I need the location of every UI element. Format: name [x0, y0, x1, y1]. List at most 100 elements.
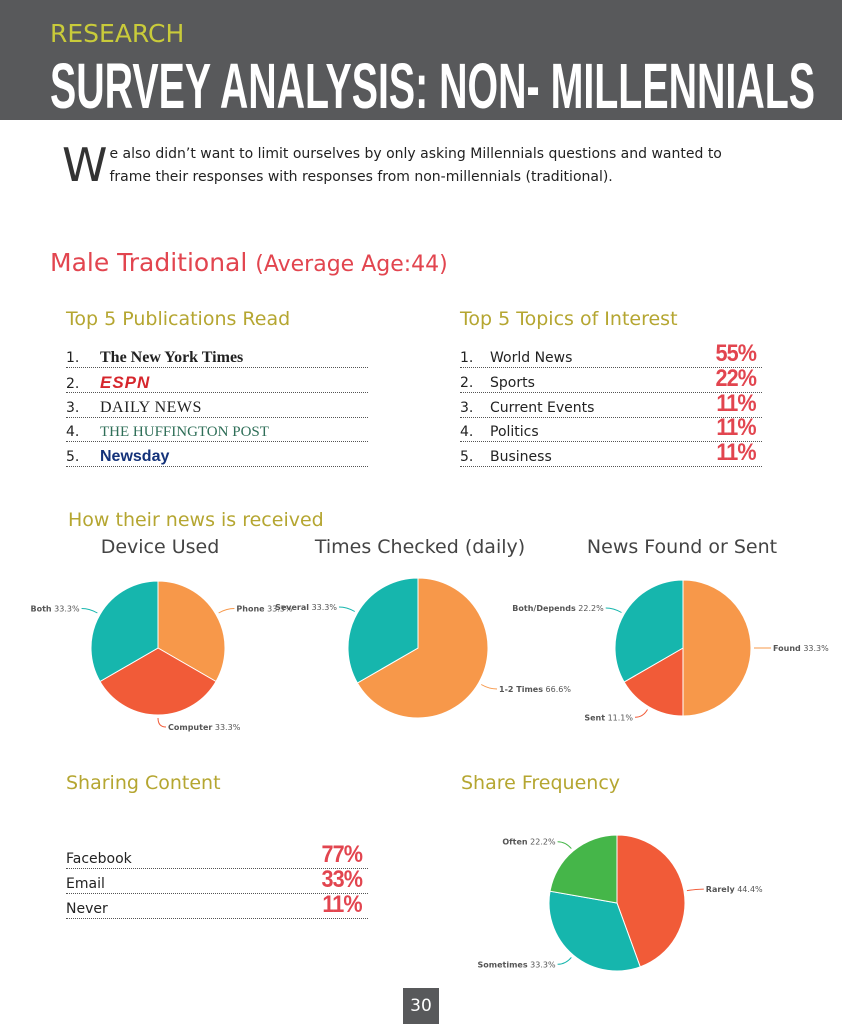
- sharing-row: Facebook 77%: [66, 841, 368, 869]
- slice-category: Found: [773, 644, 801, 653]
- sharing-name: Email: [66, 875, 105, 892]
- section-subtitle: (Average Age:44): [255, 252, 448, 277]
- leader-line: [81, 608, 98, 614]
- slice-value: 11.1%: [608, 713, 634, 722]
- slice-category: Both/Depends: [512, 604, 576, 613]
- sharing-percent: 11%: [322, 890, 363, 918]
- slice-value: 33.3%: [54, 605, 80, 614]
- news-title: How their news is received: [68, 509, 324, 531]
- chart-title: Times Checked (daily): [314, 536, 526, 558]
- slice-value: 44.4%: [737, 885, 763, 894]
- sharing-name: Facebook: [66, 851, 132, 867]
- slice-label: Several 33.3%: [275, 603, 337, 612]
- slice-value: 33.3%: [530, 960, 556, 969]
- publication-row: 2. ESPN: [66, 368, 368, 393]
- pie-slice: [549, 834, 618, 904]
- leader-line: [157, 717, 167, 728]
- publication-row: 4. THE HUFFINGTON POST: [66, 417, 368, 443]
- page-number: 30: [403, 988, 439, 1024]
- topic-row: 4. Politics 11%: [460, 414, 762, 443]
- sharing-row: Never 11%: [66, 891, 368, 919]
- row-number: 3.: [66, 399, 80, 416]
- row-number: 5.: [460, 449, 474, 466]
- topic-percent: 55%: [715, 340, 756, 367]
- slice-value: 33.3%: [312, 603, 338, 612]
- leader-line: [686, 888, 704, 892]
- slice-label: Both/Depends 22.2%: [512, 604, 604, 613]
- leader-line: [218, 608, 235, 614]
- leader-line: [557, 841, 572, 849]
- slice-label: Computer 33.3%: [168, 723, 241, 732]
- leader-line: [480, 684, 498, 690]
- slice-label: Both 33.3%: [30, 605, 79, 614]
- slice-category: Sent: [584, 713, 605, 722]
- topic-name: World News: [490, 350, 573, 366]
- publication-logo: THE HUFFINGTON POST: [100, 424, 269, 441]
- pie-slice: [157, 580, 226, 683]
- slice-category: Often: [502, 838, 528, 847]
- pie-slice: [90, 580, 159, 683]
- slice-label: Rarely 44.4%: [706, 885, 763, 894]
- share-frequency-title: Share Frequency: [461, 772, 621, 794]
- pie-slice: [616, 834, 686, 968]
- publication-row: 1. The New York Times: [66, 343, 368, 368]
- slice-label: Sometimes 33.3%: [477, 960, 555, 969]
- sharing-percent: 33%: [321, 865, 362, 893]
- leader-line: [634, 709, 648, 718]
- publication-row: 5. Newsday: [66, 442, 368, 468]
- row-number: 4.: [66, 424, 80, 441]
- sharing-row: Email 33%: [66, 866, 368, 894]
- section-title: Male Traditional: [50, 248, 248, 277]
- slice-label: Found 33.3%: [773, 644, 829, 653]
- sharing-title: Sharing Content: [66, 772, 221, 794]
- slice-category: 1-2 Times: [499, 685, 543, 694]
- slice-category: Phone: [236, 605, 265, 614]
- pie-slice: [347, 577, 419, 684]
- leader-line: [605, 607, 622, 613]
- slice-label: Phone 33.3%: [236, 605, 293, 614]
- pie-slice: [356, 577, 489, 719]
- slice-value: 66.6%: [546, 685, 572, 694]
- row-number: 2.: [66, 375, 80, 392]
- topic-name: Current Events: [490, 399, 595, 416]
- topic-row: 1. World News 55%: [460, 340, 762, 368]
- slice-value: 22.2%: [578, 604, 604, 613]
- sharing-name: Never: [66, 900, 108, 917]
- kicker: RESEARCH: [50, 19, 184, 48]
- row-number: 4.: [460, 424, 474, 441]
- leader-line: [557, 957, 572, 965]
- topic-name: Politics: [490, 424, 539, 441]
- topic-percent: 22%: [715, 364, 756, 392]
- topic-percent: 11%: [716, 414, 757, 442]
- slice-category: Both: [30, 605, 51, 614]
- slice-category: Sometimes: [477, 960, 527, 969]
- topic-name: Business: [490, 449, 552, 466]
- publication-logo: The New York Times: [100, 349, 244, 366]
- publication-logo: DAILY NEWS: [100, 398, 202, 416]
- pie-slice: [614, 579, 684, 683]
- row-number: 1.: [66, 350, 80, 366]
- publication-logo: ESPN: [100, 372, 151, 392]
- slice-category: Rarely: [706, 885, 736, 894]
- slice-value: 33.3%: [267, 605, 293, 614]
- topic-name: Sports: [490, 374, 535, 391]
- slice-category: Computer: [168, 723, 212, 732]
- leader-line: [338, 606, 356, 612]
- header: RESEARCH SURVEY ANALYSIS: NON- MILLENNIA…: [0, 0, 842, 120]
- header-band: [0, 0, 842, 120]
- topic-percent: 11%: [716, 439, 757, 467]
- publications-title: Top 5 Publications Read: [66, 308, 291, 330]
- publication-logo: Newsday: [100, 448, 170, 466]
- chart-title: News Found or Sent: [586, 536, 778, 558]
- pie-slice: [623, 647, 684, 717]
- pie-slice: [99, 647, 217, 716]
- topics-title: Top 5 Topics of Interest: [460, 308, 678, 330]
- topic-row: 2. Sports 22%: [460, 365, 762, 393]
- row-number: 1.: [460, 350, 474, 366]
- pie-slice: [682, 579, 752, 717]
- row-number: 2.: [460, 374, 474, 391]
- publication-row: 3. DAILY NEWS: [66, 393, 368, 418]
- slice-label: 1-2 Times 66.6%: [499, 685, 571, 694]
